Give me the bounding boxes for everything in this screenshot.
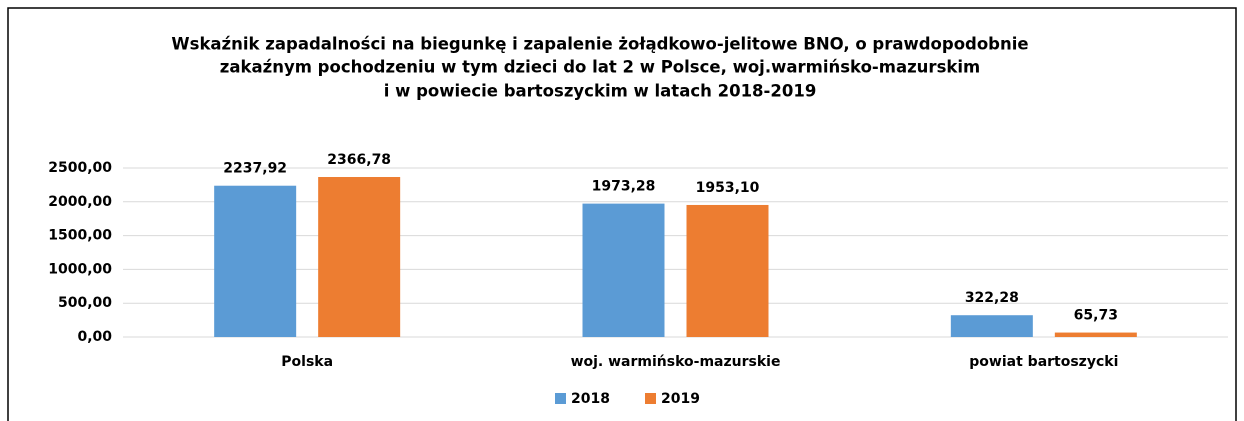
bar: [686, 204, 769, 337]
data-label: 322,28: [965, 290, 1019, 306]
frame: [7, 7, 1237, 421]
legend-label: 2018: [571, 391, 610, 407]
legend-label: 2019: [661, 391, 700, 407]
y-tick-label: 0,00: [77, 329, 112, 345]
data-label: 1953,10: [696, 180, 760, 196]
bar: [582, 203, 665, 337]
chart-title: i w powiecie bartoszyckim w latach 2018-…: [384, 82, 817, 101]
y-tick-label: 1500,00: [48, 228, 112, 244]
x-tick-label: powiat bartoszycki: [969, 354, 1118, 370]
data-label: 1973,28: [592, 179, 656, 195]
legend-swatch: [555, 393, 566, 404]
data-label: 65,73: [1074, 308, 1118, 324]
bar: [318, 177, 401, 337]
bar: [214, 185, 297, 337]
y-tick-label: 2500,00: [48, 160, 112, 176]
chart-title: zakaźnym pochodzeniu w tym dzieci do lat…: [220, 58, 980, 77]
bar: [1054, 332, 1137, 337]
data-label: 2237,92: [223, 161, 287, 177]
data-label: 2366,78: [327, 152, 391, 168]
y-tick-label: 1000,00: [48, 261, 112, 277]
x-tick-label: woj. warmińsko-mazurskie: [571, 354, 781, 370]
x-tick-label: Polska: [281, 354, 333, 370]
chart-title: Wskaźnik zapadalności na biegunkę i zapa…: [171, 35, 1028, 54]
bar: [950, 315, 1033, 337]
y-tick-label: 500,00: [58, 295, 112, 311]
y-tick-label: 2000,00: [48, 194, 112, 210]
legend-swatch: [645, 393, 656, 404]
